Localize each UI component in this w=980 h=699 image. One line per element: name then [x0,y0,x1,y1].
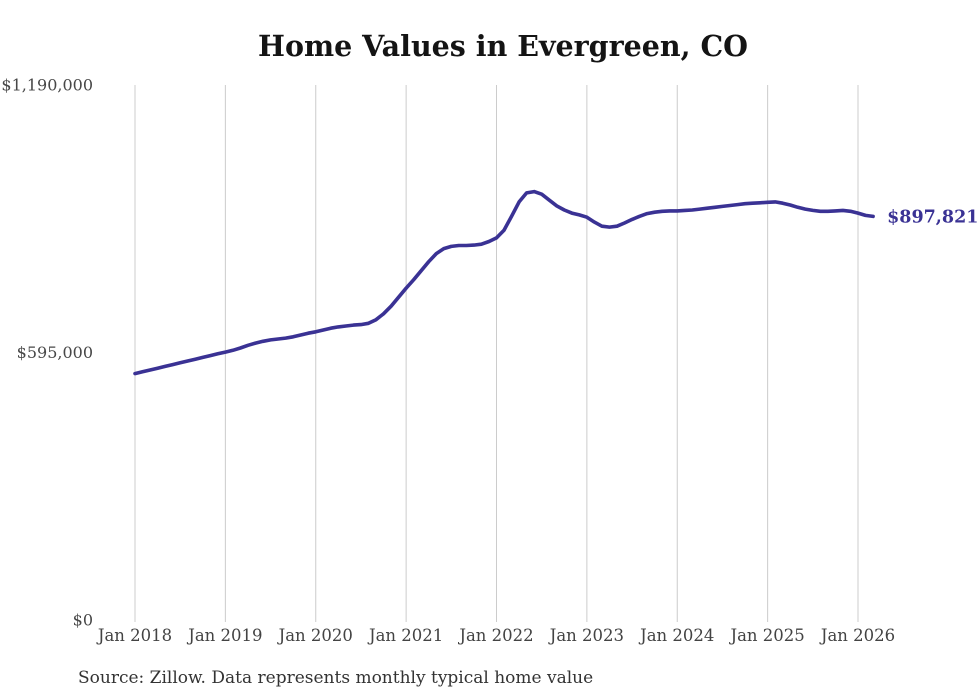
x-axis-labels: Jan 2018 Jan 2019 Jan 2020 Jan 2021 Jan 2022… [96,626,895,645]
x-axis-tick-label: Jan 2020 [277,626,353,645]
chart-title: Home Values in Evergreen, CO [258,29,748,63]
x-axis-tick-label: Jan 2024 [638,626,714,645]
home-value-line-series [133,189,875,376]
x-axis-tick-label: Jan 2019 [186,626,262,645]
latest-value-label: $897,821 [887,207,978,227]
x-axis-tick-label: Jan 2026 [819,626,895,645]
x-axis-tick-label: Jan 2022 [457,626,533,645]
gridlines [134,85,859,622]
x-axis-tick-label: Jan 2018 [96,626,172,645]
x-axis-tick-label: Jan 2021 [367,626,443,645]
source-note: Source: Zillow. Data represents monthly … [78,668,593,688]
x-axis-tick-label: Jan 2023 [548,626,624,645]
y-axis-tick-label: $595,000 [17,343,93,362]
y-axis-labels: $0 $595,000 $1,190,000 [1,76,93,630]
y-axis-tick-label: $1,190,000 [1,76,93,95]
x-axis-tick-label: Jan 2025 [728,626,804,645]
y-axis-tick-label: $0 [73,611,93,630]
